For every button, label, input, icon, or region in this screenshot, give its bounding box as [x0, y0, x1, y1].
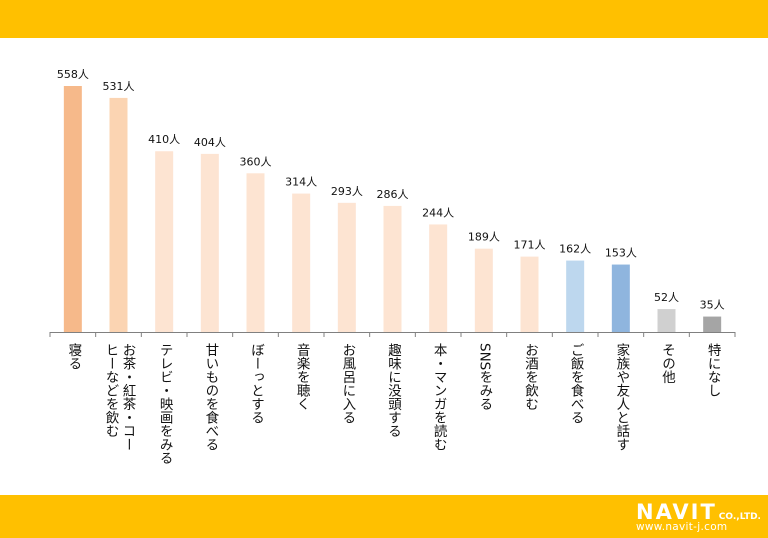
- category-label-line: お風呂に入る: [339, 343, 356, 424]
- data-label: 35人: [700, 299, 725, 312]
- category-label: 特になし: [704, 343, 721, 397]
- bar: [611, 264, 630, 332]
- category-label: 甘いものを食べる: [201, 343, 218, 451]
- data-label: 314人: [285, 176, 317, 189]
- bar: [246, 173, 265, 332]
- category-label: 音楽を聴く: [293, 343, 310, 411]
- category-label-line: ヒーなどを飲む: [102, 343, 119, 438]
- data-label: 171人: [514, 239, 546, 252]
- category-label-line: ご飯を食べる: [567, 343, 584, 424]
- top-band: [0, 0, 768, 38]
- category-label: お茶・紅茶・コー ヒーなどを飲む: [102, 343, 136, 451]
- bar: [200, 153, 219, 332]
- category-label: お酒を飲む: [521, 343, 538, 411]
- bar: [703, 316, 722, 332]
- category-label-line: お茶・紅茶・コー: [119, 343, 136, 451]
- category-label-line: その他: [659, 343, 675, 384]
- category-label-line: 寝る: [65, 343, 82, 370]
- data-label: 244人: [422, 206, 454, 219]
- bar: [63, 86, 82, 332]
- bar: [292, 193, 311, 332]
- category-label: 本・マンガを読む: [430, 343, 447, 451]
- data-label: 360人: [240, 155, 272, 168]
- category-label-line: ぼーっとする: [248, 343, 264, 424]
- bar: [155, 151, 174, 332]
- bottom-band: [0, 495, 768, 538]
- category-label-line: 甘いものを食べる: [202, 343, 219, 451]
- bar: [337, 202, 356, 332]
- data-label: 293人: [331, 185, 363, 198]
- category-label-line: 趣味に没頭する: [385, 343, 401, 438]
- bar: [429, 224, 448, 332]
- data-label: 286人: [377, 188, 409, 201]
- category-label: その他: [658, 343, 675, 384]
- data-label: 531人: [103, 80, 135, 93]
- category-label: テレビ・映画をみる: [156, 343, 173, 465]
- bar: [520, 256, 539, 332]
- category-label: お風呂に入る: [338, 343, 355, 424]
- data-label: 404人: [194, 136, 226, 149]
- bar: [566, 260, 585, 332]
- category-label-line: 本・マンガを読む: [430, 343, 447, 451]
- logo-suffix: CO.,LTD.: [718, 512, 761, 522]
- navit-logo: NAVIT CO.,LTD. www.navit-j.com: [636, 500, 761, 533]
- category-label: ご飯を食べる: [567, 343, 584, 424]
- category-label: SNSをみる: [475, 343, 492, 411]
- bar: [474, 248, 493, 332]
- data-label: 410人: [148, 133, 180, 146]
- category-label-line: 音楽を聴く: [293, 343, 310, 411]
- data-label: 558人: [57, 68, 89, 81]
- data-label: 189人: [468, 231, 500, 244]
- logo-brand: NAVIT: [636, 500, 717, 524]
- data-label: 153人: [605, 247, 637, 260]
- category-label: 寝る: [64, 343, 81, 370]
- category-label: 家族や友人と話す: [612, 343, 629, 451]
- category-label-line: お酒を飲む: [522, 343, 538, 411]
- bar: [383, 205, 402, 332]
- category-label-line: 特になし: [704, 343, 721, 397]
- logo-url: www.navit-j.com: [636, 521, 728, 533]
- bar: [657, 309, 676, 332]
- category-label-line: テレビ・映画をみる: [156, 343, 173, 465]
- data-label: 52人: [654, 291, 679, 304]
- bar: [109, 97, 128, 332]
- data-label: 162人: [559, 243, 591, 256]
- category-label: 趣味に没頭する: [384, 343, 401, 438]
- category-label-line: SNSをみる: [476, 343, 493, 411]
- category-label-line: 家族や友人と話す: [613, 343, 630, 451]
- category-label: ぼーっとする: [247, 343, 264, 424]
